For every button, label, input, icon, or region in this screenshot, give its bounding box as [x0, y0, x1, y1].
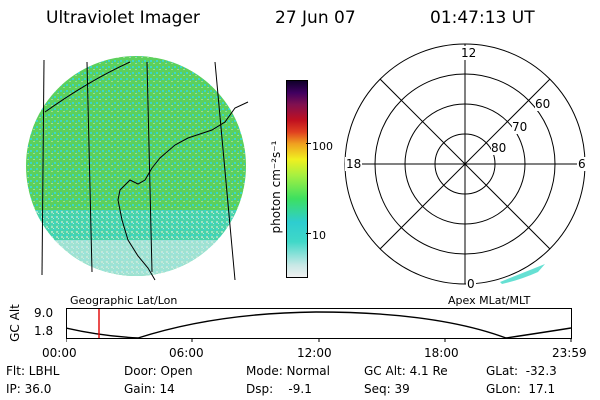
altitude-xtick-1800: 18:00 — [424, 346, 459, 360]
altitude-xtick-2359: 23:59 — [552, 346, 587, 360]
mlat-label-60: 60 — [535, 97, 551, 111]
altitude-ylabel: GC Alt — [8, 304, 22, 342]
glat-status: GLat: -32.3 — [486, 364, 557, 378]
auroral-patch — [500, 264, 545, 284]
geographic-image — [26, 56, 249, 281]
geographic-caption: Geographic Lat/Lon — [70, 294, 178, 307]
geographic-grid — [41, 59, 236, 281]
apex-caption: Apex MLat/MLT — [448, 294, 531, 307]
colorbar-tick-mark — [306, 143, 311, 144]
colorbar — [286, 80, 308, 278]
colorbar-tick-mark — [306, 233, 311, 234]
altitude-xtick-0000: 00:00 — [42, 346, 77, 360]
gc-altitude-status: GC Alt: 4.1 Re — [364, 364, 448, 378]
sequence-status: Seq: 39 — [364, 382, 410, 396]
altitude-ytick-low: 1.8 — [34, 324, 54, 338]
coastline — [117, 101, 249, 281]
dsp-status: Dsp: -9.1 — [246, 382, 312, 396]
filter-status: Flt: LBHL — [6, 364, 60, 378]
colorbar-tick-10: 10 — [312, 229, 326, 242]
glon-status: GLon: 17.1 — [486, 382, 556, 396]
altitude-ytick-high: 9.0 — [34, 306, 54, 320]
altitude-curve — [66, 311, 572, 339]
auroral-disk — [26, 56, 246, 276]
mode-status: Mode: Normal — [246, 364, 330, 378]
polar-plot — [344, 43, 586, 285]
gain-status: Gain: 14 — [124, 382, 175, 396]
mlt-label-6: 6 — [577, 157, 587, 171]
colorbar-tick-100: 100 — [312, 140, 333, 153]
observation-date: 27 Jun 07 — [275, 8, 356, 28]
mlt-label-12: 12 — [460, 46, 478, 60]
door-status: Door: Open — [124, 364, 193, 378]
mlt-label-18: 18 — [345, 157, 363, 171]
colorbar-label: photon cm⁻²s⁻¹ — [269, 140, 283, 234]
mlat-label-80: 80 — [491, 141, 507, 155]
altitude-timeline — [66, 308, 572, 342]
instrument-title: Ultraviolet Imager — [46, 8, 200, 28]
ip-status: IP: 36.0 — [6, 382, 52, 396]
altitude-xtick-1200: 12:00 — [297, 346, 332, 360]
observation-time: 01:47:13 UT — [430, 8, 535, 28]
altitude-xtick-0600: 06:00 — [169, 346, 204, 360]
mlt-label-0: 0 — [466, 277, 476, 291]
mlat-label-70: 70 — [512, 120, 528, 134]
